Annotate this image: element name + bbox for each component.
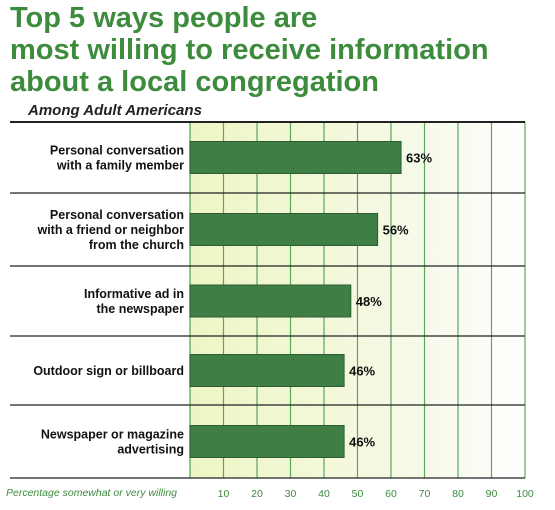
x-tick-label-40: 40 xyxy=(318,488,330,500)
bar-0 xyxy=(189,141,402,174)
bar-1 xyxy=(189,213,379,246)
x-tick-label-10: 10 xyxy=(218,488,230,500)
value-label-3: 46% xyxy=(349,364,375,379)
x-tick-label-50: 50 xyxy=(352,488,364,500)
category-label-3: Outdoor sign or billboard xyxy=(33,364,184,378)
bar-3 xyxy=(189,354,345,387)
x-tick-label-60: 60 xyxy=(385,488,397,500)
bar-4 xyxy=(189,425,345,458)
bar-2 xyxy=(189,284,352,318)
category-label-1: Personal conversation with a friend or ne… xyxy=(36,208,184,252)
x-tick-label-70: 70 xyxy=(419,488,431,500)
x-axis-label: Percentage somewhat or very willing xyxy=(6,487,177,499)
value-label-2: 48% xyxy=(356,294,382,309)
category-label-2: Informative ad in the newspaper xyxy=(84,287,184,316)
category-label-4: Newspaper or magazine advertising xyxy=(41,428,184,457)
value-label-1: 56% xyxy=(383,223,409,238)
x-tick-label-90: 90 xyxy=(486,488,498,500)
chart-title: Top 5 ways people are most willing to re… xyxy=(10,2,550,98)
x-tick-label-20: 20 xyxy=(251,488,263,500)
x-tick-label-100: 100 xyxy=(516,488,534,500)
chart-subtitle: Among Adult Americans xyxy=(28,102,202,119)
value-label-4: 46% xyxy=(349,435,375,450)
chart-title-line-2: most willing to receive information xyxy=(10,34,489,66)
value-label-0: 63% xyxy=(406,151,432,166)
category-label-0: Personal conversation with a family membe… xyxy=(50,144,184,173)
x-tick-label-30: 30 xyxy=(285,488,297,500)
chart-title-line-1: Top 5 ways people are xyxy=(10,2,318,34)
x-tick-label-80: 80 xyxy=(452,488,464,500)
chart-title-line-3: about a local congregation xyxy=(10,66,379,98)
